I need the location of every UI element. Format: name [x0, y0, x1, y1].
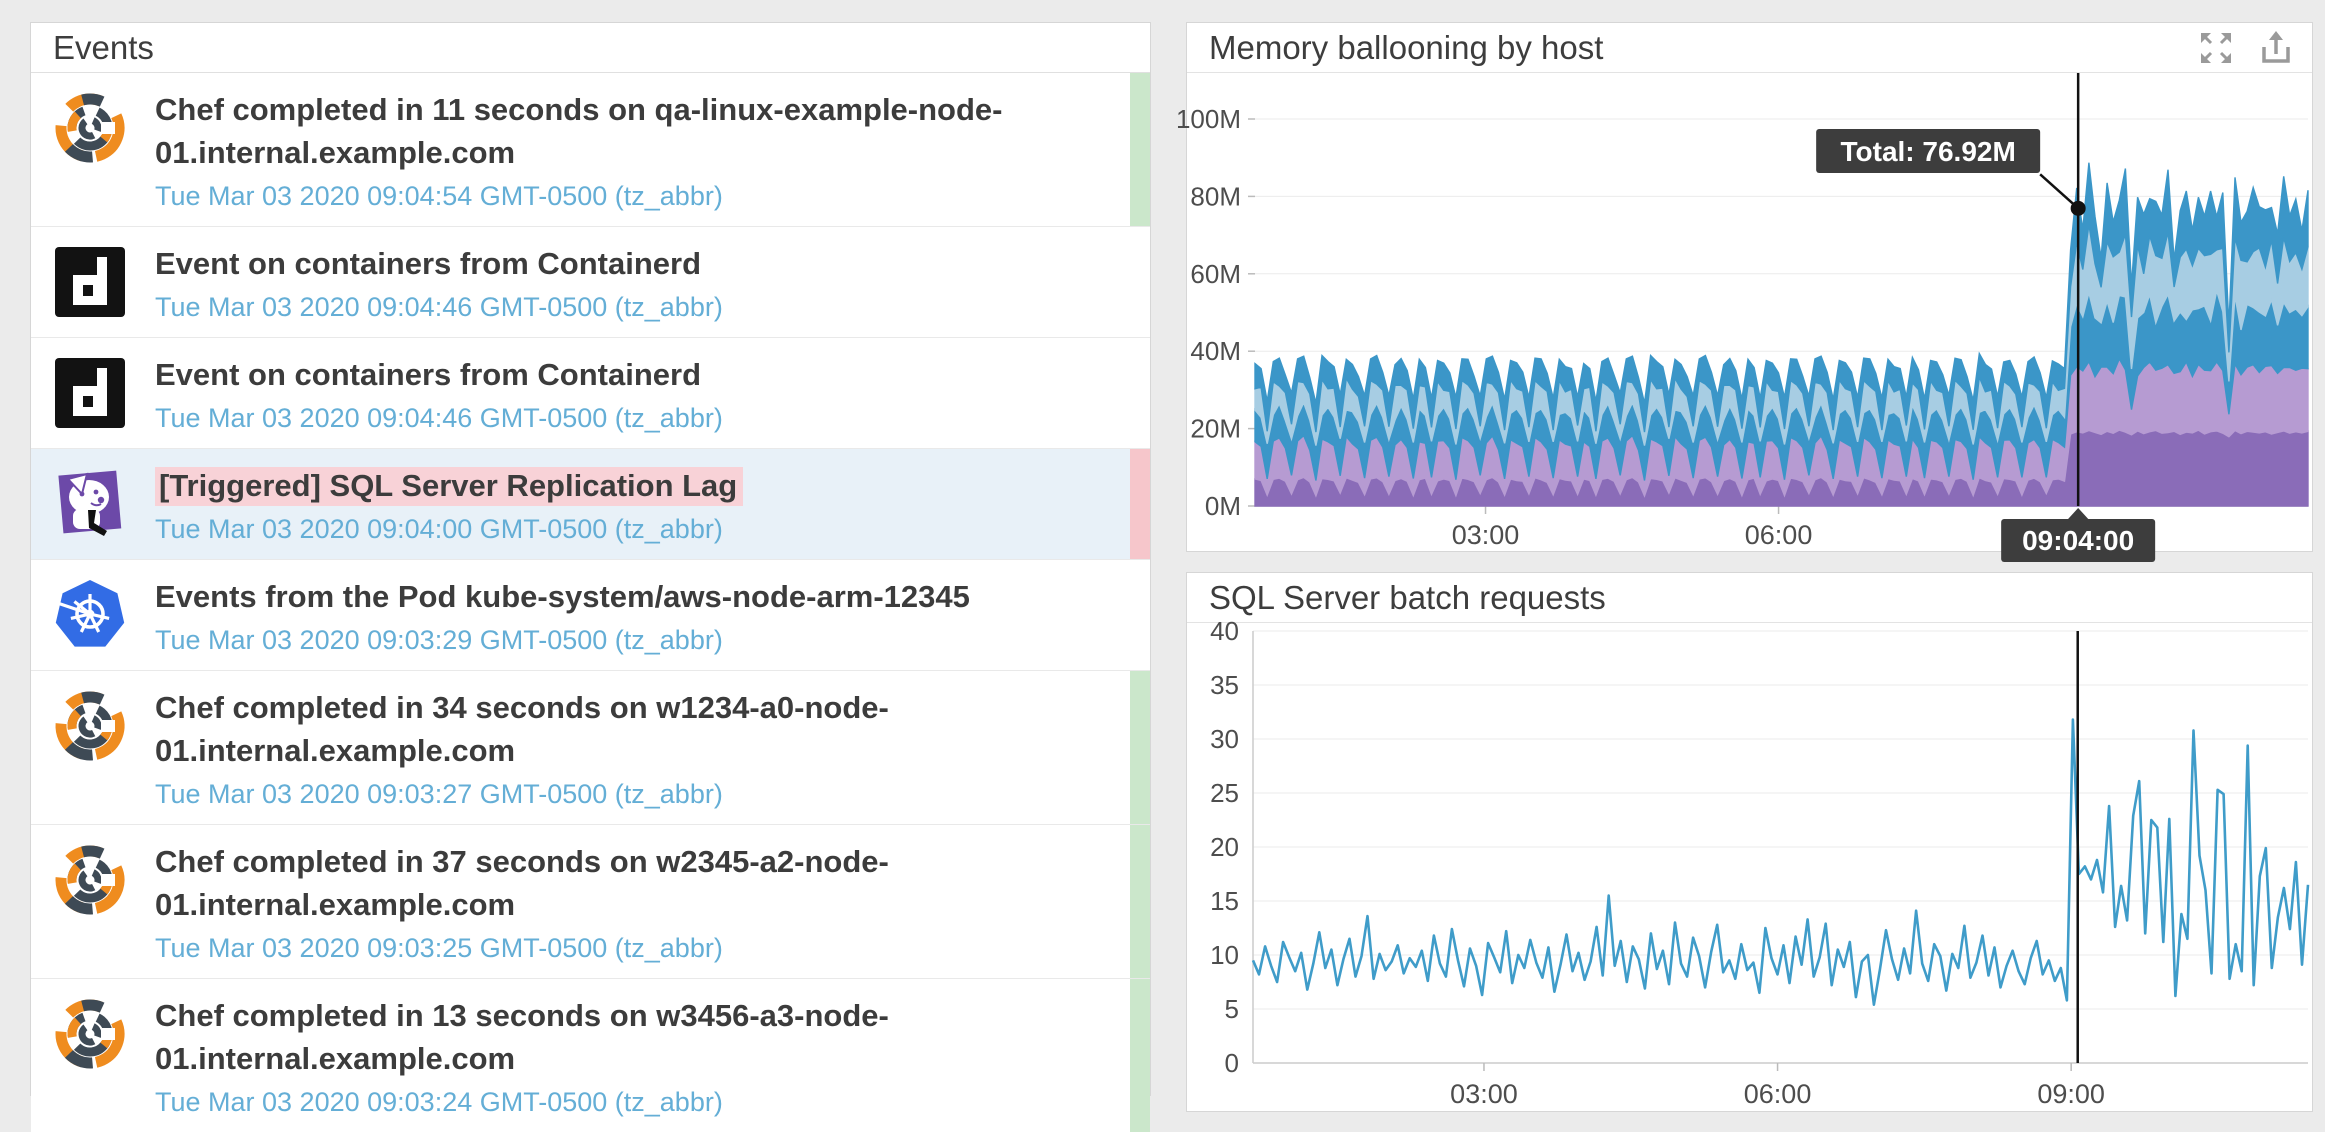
sql-line-chart[interactable]: 0 5 10 15 20 25 30 35 40 03:00 06:00 09:00: [1187, 616, 2312, 1113]
memory-panel-header: Memory ballooning by host: [1187, 23, 2312, 73]
event-body: Chef completed in 37 seconds on w2345-a2…: [155, 840, 1090, 965]
svg-text:35: 35: [1210, 670, 1239, 700]
svg-text:60M: 60M: [1190, 259, 1241, 289]
svg-text:15: 15: [1210, 886, 1239, 916]
event-body: Chef completed in 13 seconds on w3456-a3…: [155, 994, 1090, 1119]
svg-text:20M: 20M: [1190, 414, 1241, 444]
event-timestamp: Tue Mar 03 2020 09:04:54 GMT-0500 (tz_ab…: [155, 181, 723, 211]
containerd-icon: [55, 358, 125, 428]
event-title: Chef completed in 13 seconds on w3456-a3…: [155, 998, 889, 1076]
event-body: Chef completed in 11 seconds on qa-linux…: [155, 88, 1090, 213]
svg-text:0: 0: [1225, 1048, 1239, 1078]
memory-chart-panel: Memory ballooning by host 0M 20M 40M 60M 80M…: [1176, 22, 2313, 562]
event-title: Events from the Pod kube-system/aws-node…: [155, 579, 970, 614]
containerd-icon: [55, 247, 125, 317]
svg-text:10: 10: [1210, 940, 1239, 970]
event-row[interactable]: Chef completed in 11 seconds on qa-linux…: [31, 73, 1150, 226]
event-row[interactable]: Event on containers from Containerd Tue M…: [31, 226, 1150, 337]
event-severity-stripe: [1130, 449, 1150, 559]
event-title: Event on containers from Containerd: [155, 357, 702, 392]
sql-panel-title: SQL Server batch requests: [1209, 578, 1606, 616]
event-severity-stripe: [1130, 825, 1150, 978]
event-timestamp: Tue Mar 03 2020 09:04:46 GMT-0500 (tz_ab…: [155, 292, 723, 322]
event-title: Event on containers from Containerd: [155, 246, 702, 281]
event-timestamp: Tue Mar 03 2020 09:03:29 GMT-0500 (tz_ab…: [155, 625, 723, 655]
chef-icon: [54, 998, 126, 1070]
event-title: Chef completed in 11 seconds on qa-linux…: [155, 92, 1003, 170]
svg-text:0M: 0M: [1205, 491, 1241, 521]
event-row[interactable]: Chef completed in 13 seconds on w3456-a3…: [31, 978, 1150, 1132]
event-row[interactable]: [Triggered] SQL Server Replication Lag Tu…: [31, 448, 1150, 559]
event-severity-stripe: [1130, 671, 1150, 824]
datadog-icon: [58, 470, 122, 536]
expand-icon[interactable]: [2198, 30, 2234, 66]
svg-text:06:00: 06:00: [1744, 1079, 1812, 1109]
svg-text:25: 25: [1210, 778, 1239, 808]
kubernetes-icon: [52, 580, 125, 647]
event-timestamp: Tue Mar 03 2020 09:03:24 GMT-0500 (tz_ab…: [155, 1087, 723, 1117]
svg-text:09:04:00: 09:04:00: [2022, 525, 2134, 556]
svg-text:06:00: 06:00: [1745, 520, 1813, 550]
memory-area-chart[interactable]: 0M 20M 40M 60M 80M 100M 03:00 06:00 Total: 76.92…: [1176, 73, 2312, 562]
svg-text:20: 20: [1210, 832, 1239, 862]
event-timestamp: Tue Mar 03 2020 09:03:27 GMT-0500 (tz_ab…: [155, 779, 723, 809]
event-row[interactable]: Chef completed in 34 seconds on w1234-a0…: [31, 670, 1150, 824]
svg-text:Total: 76.92M: Total: 76.92M: [1841, 136, 2016, 167]
event-body: Chef completed in 34 seconds on w1234-a0…: [155, 686, 1090, 811]
svg-text:30: 30: [1210, 724, 1239, 754]
sql-chart-panel: SQL Server batch requests 0 5 10 15 20 25 30 35…: [1186, 572, 2313, 1112]
svg-text:100M: 100M: [1176, 104, 1241, 134]
event-row[interactable]: Event on containers from Containerd Tue M…: [31, 337, 1150, 448]
chef-icon: [54, 690, 126, 762]
export-icon[interactable]: [2260, 30, 2292, 66]
events-panel-title: Events: [53, 28, 154, 66]
chef-icon: [54, 844, 126, 916]
sql-panel-header: SQL Server batch requests: [1187, 573, 2312, 623]
event-title: Chef completed in 37 seconds on w2345-a2…: [155, 844, 889, 922]
event-row[interactable]: Events from the Pod kube-system/aws-node…: [31, 559, 1150, 670]
chef-icon: [54, 92, 126, 164]
events-panel: Events Chef completed in 11 seconds on q…: [30, 22, 1151, 1132]
event-severity-stripe: [1130, 979, 1150, 1132]
event-body: [Triggered] SQL Server Replication Lag Tu…: [155, 464, 1090, 546]
events-panel-header: Events: [31, 23, 1150, 73]
event-body: Event on containers from Containerd Tue M…: [155, 242, 1090, 324]
event-body: Event on containers from Containerd Tue M…: [155, 353, 1090, 435]
event-row[interactable]: Chef completed in 37 seconds on w2345-a2…: [31, 824, 1150, 978]
events-list: Chef completed in 11 seconds on qa-linux…: [31, 73, 1150, 1132]
svg-text:03:00: 03:00: [1450, 1079, 1518, 1109]
svg-text:40: 40: [1210, 616, 1239, 646]
event-title: Chef completed in 34 seconds on w1234-a0…: [155, 690, 889, 768]
event-body: Events from the Pod kube-system/aws-node…: [155, 575, 1090, 657]
event-title: [Triggered] SQL Server Replication Lag: [155, 464, 1090, 507]
event-timestamp: Tue Mar 03 2020 09:04:46 GMT-0500 (tz_ab…: [155, 403, 723, 433]
svg-text:40M: 40M: [1190, 336, 1241, 366]
event-timestamp: Tue Mar 03 2020 09:03:25 GMT-0500 (tz_ab…: [155, 933, 723, 963]
memory-panel-title: Memory ballooning by host: [1209, 28, 1604, 66]
event-severity-stripe: [1130, 73, 1150, 226]
svg-text:5: 5: [1225, 994, 1239, 1024]
event-timestamp: Tue Mar 03 2020 09:04:00 GMT-0500 (tz_ab…: [155, 514, 723, 544]
svg-text:09:00: 09:00: [2037, 1079, 2105, 1109]
svg-text:03:00: 03:00: [1452, 520, 1520, 550]
svg-text:80M: 80M: [1190, 181, 1241, 211]
